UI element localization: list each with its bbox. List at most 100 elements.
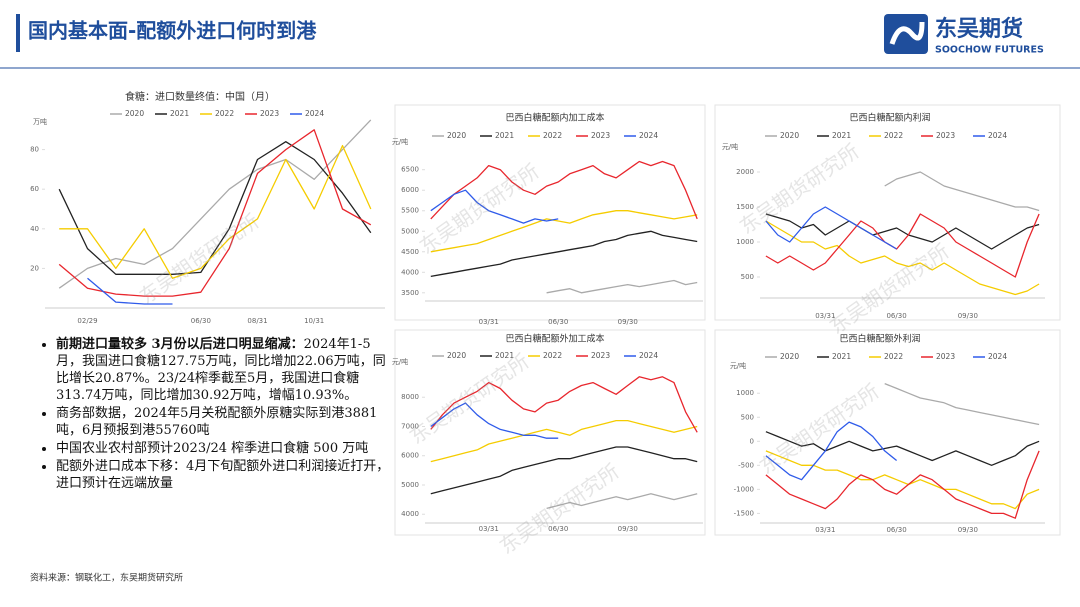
series-line bbox=[87, 277, 173, 305]
series-line bbox=[430, 376, 698, 433]
legend-label: 2020 bbox=[447, 131, 466, 140]
bullet: 前期进口量较多 3月份以后进口明显缩减：2024年1-5月，我国进口食糖127.… bbox=[56, 336, 390, 404]
y-tick-label: 1000 bbox=[736, 389, 754, 397]
legend-label: 2024 bbox=[988, 131, 1007, 140]
legend-label: 2022 bbox=[884, 131, 903, 140]
series-line bbox=[884, 171, 1040, 212]
y-tick-label: 4500 bbox=[401, 248, 419, 256]
legend-label: 2024 bbox=[988, 352, 1007, 361]
watermark: 东吴期货研究所 bbox=[405, 349, 533, 449]
panel-frame bbox=[394, 329, 706, 536]
logo-cn: 东吴期货 bbox=[935, 16, 1023, 42]
chart-title: 巴西白糖配额外利润 bbox=[839, 333, 920, 345]
legend-label: 2021 bbox=[832, 352, 851, 361]
x-tick-label: 08/31 bbox=[247, 317, 267, 325]
legend-label: 2022 bbox=[884, 352, 903, 361]
bullet-text: 配额外进口成本下移：4月下旬配额外进口利润接近打开，进口预计在远端放量 bbox=[56, 459, 390, 491]
logo-mark bbox=[884, 14, 928, 54]
x-tick-label: 09/30 bbox=[618, 318, 638, 326]
series-line bbox=[430, 402, 559, 439]
y-axis-unit: 元/吨 bbox=[392, 137, 408, 146]
x-tick-label: 09/30 bbox=[618, 525, 638, 533]
x-tick-label: 06/30 bbox=[886, 312, 906, 320]
series-line bbox=[430, 189, 559, 224]
y-tick-label: 4000 bbox=[401, 268, 419, 276]
series-line bbox=[765, 450, 1040, 519]
bullet-text: 2024年1-5月，我国进口食糖127.75万吨，同比增加22.06万吨，同比增… bbox=[56, 337, 386, 403]
page-title: 国内基本面-配额外进口何时到港 bbox=[28, 19, 317, 43]
legend-label: 2021 bbox=[832, 131, 851, 140]
x-tick-label: 06/30 bbox=[548, 318, 568, 326]
x-tick-label: 03/31 bbox=[815, 312, 835, 320]
legend-label: 2024 bbox=[639, 131, 658, 140]
y-tick-label: 0 bbox=[750, 437, 754, 445]
series-line bbox=[59, 144, 372, 279]
series-line bbox=[765, 206, 897, 250]
y-axis-unit: 万吨 bbox=[33, 117, 47, 126]
series-line bbox=[765, 421, 898, 481]
bullet-text: 中国农业农村部预计2023/24 榨季进口食糖 500 万吨 bbox=[56, 441, 369, 456]
bullet-list: 前期进口量较多 3月份以后进口明显缩减：2024年1-5月，我国进口食糖127.… bbox=[40, 336, 390, 493]
logo-en: SOOCHOW FUTURES bbox=[935, 45, 1044, 56]
x-tick-label: 02/29 bbox=[77, 317, 97, 325]
chart-title: 巴西白糖配额外加工成本 bbox=[505, 333, 604, 345]
y-tick-label: 1000 bbox=[736, 238, 754, 246]
y-tick-label: 5000 bbox=[401, 481, 419, 489]
legend-label: 2021 bbox=[495, 351, 514, 360]
legend-label: 2023 bbox=[591, 131, 610, 140]
legend-label: 2020 bbox=[780, 352, 799, 361]
series-line bbox=[765, 213, 1040, 278]
x-tick-label: 10/31 bbox=[304, 317, 324, 325]
y-tick-label: 7000 bbox=[401, 422, 419, 430]
y-tick-label: 3500 bbox=[401, 289, 419, 297]
legend-label: 2021 bbox=[170, 109, 189, 118]
x-tick-label: 03/31 bbox=[479, 318, 499, 326]
y-axis-unit: 元/吨 bbox=[392, 357, 408, 366]
logo-swoosh bbox=[889, 21, 925, 45]
chart-title: 巴西白糖配额内利润 bbox=[849, 112, 930, 124]
legend-label: 2020 bbox=[125, 109, 144, 118]
bullet-text: 商务部数据，2024年5月关税配额外原糖实际到港3881吨，6月预报到港5576… bbox=[56, 406, 378, 438]
bullet: 中国农业农村部预计2023/24 榨季进口食糖 500 万吨 bbox=[56, 440, 390, 457]
watermark: 东吴期货研究所 bbox=[495, 459, 623, 559]
series-line bbox=[546, 493, 698, 510]
y-tick-label: 500 bbox=[741, 273, 754, 281]
legend-label: 2023 bbox=[260, 109, 279, 118]
y-tick-label: 5500 bbox=[401, 207, 419, 215]
x-tick-label: 03/31 bbox=[479, 525, 499, 533]
series-line bbox=[430, 419, 698, 463]
y-tick-label: 1500 bbox=[736, 203, 754, 211]
panel-frame bbox=[714, 329, 1061, 536]
y-tick-label: 40 bbox=[30, 225, 39, 233]
source-note: 资料来源：钢联化工，东吴期货研究所 bbox=[30, 572, 183, 584]
bullet: 商务部数据，2024年5月关税配额外原糖实际到港3881吨，6月预报到港5576… bbox=[56, 405, 390, 439]
y-tick-label: 20 bbox=[30, 264, 39, 272]
bullet-bold: 前期进口量较多 3月份以后进口明显缩减： bbox=[56, 337, 304, 352]
x-tick-label: 06/30 bbox=[886, 526, 906, 534]
chart-title: 食糖：进口数量终值：中国（月） bbox=[125, 90, 275, 103]
y-tick-label: 8000 bbox=[401, 393, 419, 401]
series-line bbox=[58, 129, 372, 297]
series-line bbox=[58, 141, 372, 275]
bullet: 配额外进口成本下移：4月下旬配额外进口利润接近打开，进口预计在远端放量 bbox=[56, 458, 390, 492]
legend-label: 2022 bbox=[543, 131, 562, 140]
y-tick-label: 80 bbox=[30, 146, 39, 154]
title-bar bbox=[16, 14, 20, 52]
x-tick-label: 03/31 bbox=[815, 526, 835, 534]
y-tick-label: 5000 bbox=[401, 227, 419, 235]
x-tick-label: 06/30 bbox=[191, 317, 211, 325]
legend-label: 2024 bbox=[639, 351, 658, 360]
y-tick-label: -1000 bbox=[734, 485, 754, 493]
y-tick-label: -500 bbox=[738, 461, 754, 469]
y-tick-label: -1500 bbox=[734, 509, 754, 517]
chart-title: 巴西白糖配额内加工成本 bbox=[505, 112, 604, 124]
y-tick-label: 6000 bbox=[401, 186, 419, 194]
legend-label: 2020 bbox=[447, 351, 466, 360]
legend-label: 2022 bbox=[543, 351, 562, 360]
x-tick-label: 09/30 bbox=[958, 526, 978, 534]
series-line bbox=[765, 431, 1040, 466]
y-axis-unit: 元/吨 bbox=[730, 361, 746, 370]
series-line bbox=[765, 220, 1040, 296]
x-tick-label: 06/30 bbox=[548, 525, 568, 533]
